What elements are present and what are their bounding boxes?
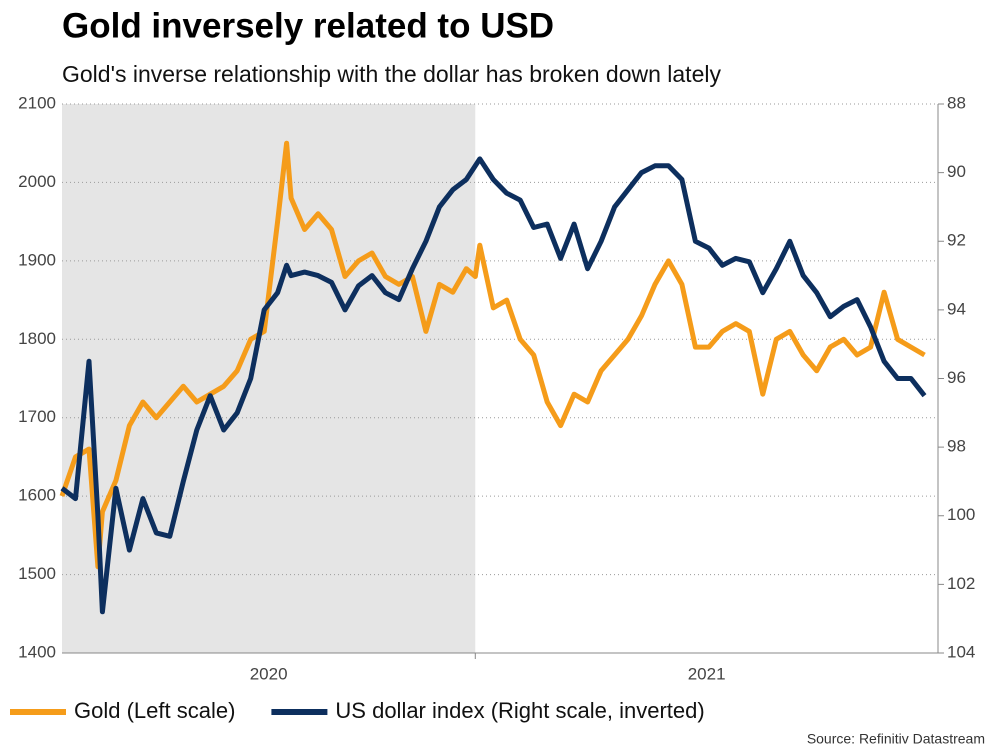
chart-subtitle: Gold's inverse relationship with the dol… [62, 61, 721, 87]
y-tick-label: 1900 [18, 250, 56, 269]
y-tick-label: 2100 [18, 93, 56, 112]
series-line [60, 156, 927, 615]
legend-label: US dollar index (Right scale, inverted) [335, 698, 704, 723]
y2-tick-label: 100 [947, 505, 975, 524]
y-tick-label: 1400 [18, 642, 56, 661]
y2-tick-label: 102 [947, 574, 975, 593]
chart-title: Gold inversely related to USD [62, 6, 554, 45]
y-tick-label: 1800 [18, 329, 56, 348]
y2-tick-label: 88 [947, 93, 966, 112]
y2-tick-label: 104 [947, 642, 975, 661]
y-tick-label: 1500 [18, 564, 56, 583]
y2-tick-label: 94 [947, 299, 966, 318]
x-tick-label: 2021 [688, 664, 726, 683]
y2-tick-label: 90 [947, 162, 966, 181]
y2-tick-label: 96 [947, 368, 966, 387]
y2-tick-label: 98 [947, 437, 966, 456]
legend-label: Gold (Left scale) [74, 698, 235, 723]
y-tick-label: 1600 [18, 486, 56, 505]
shaded-period [62, 104, 476, 653]
y-tick-label: 1700 [18, 407, 56, 426]
x-tick-label: 2020 [250, 664, 288, 683]
source-note: Source: Refinitiv Datastream [807, 731, 985, 747]
y-tick-label: 2000 [18, 172, 56, 191]
series-line [59, 140, 926, 570]
y2-tick-label: 92 [947, 231, 966, 250]
